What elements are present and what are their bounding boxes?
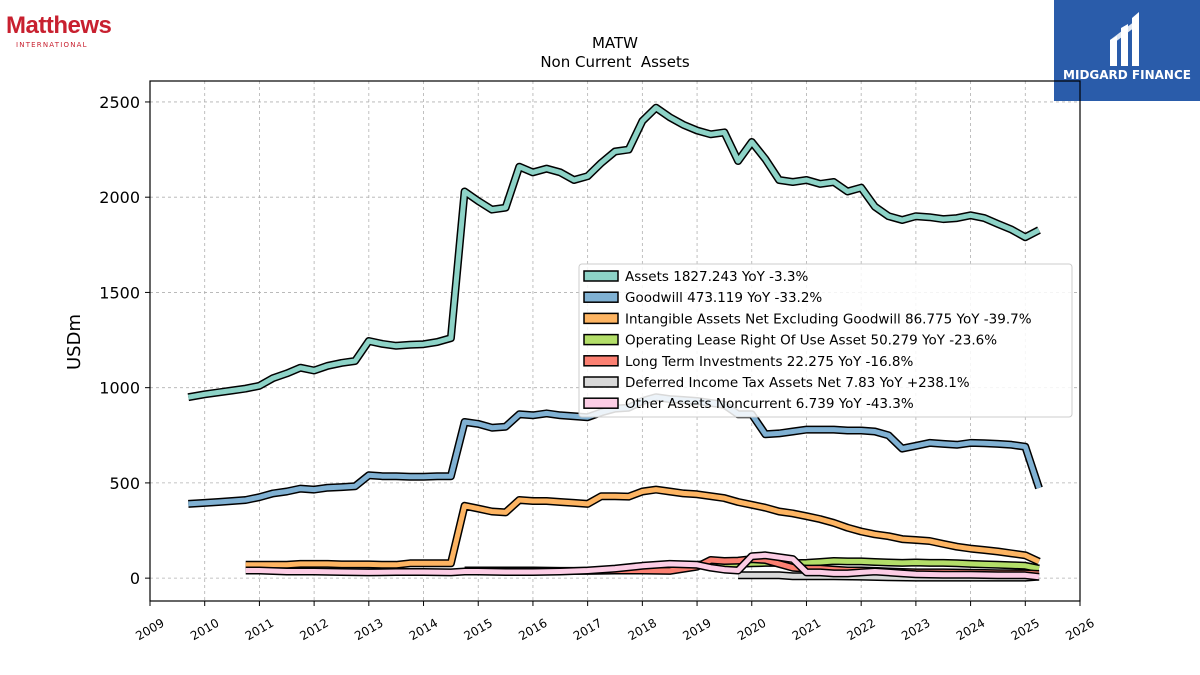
- x-tick-label: 2018: [626, 616, 659, 643]
- y-tick-label: 2000: [99, 188, 140, 207]
- x-tick-label: 2015: [462, 616, 495, 643]
- legend-entry: Assets 1827.243 YoY -3.3%: [625, 269, 809, 285]
- legend-swatch: [583, 312, 619, 325]
- y-tick-label: 1500: [99, 283, 140, 302]
- x-tick-label: 2019: [680, 616, 713, 643]
- midgard-logo-text: MIDGARD FINANCE: [1063, 68, 1191, 82]
- x-tick-label: 2025: [1009, 616, 1042, 643]
- x-tick-label: 2023: [899, 616, 932, 643]
- legend-box: [578, 263, 1073, 418]
- y-tick-label: 2500: [99, 93, 140, 112]
- series-other-assets-noncurrent: [245, 551, 1040, 581]
- matthews-logo-text: Matthews: [6, 12, 112, 39]
- matthews-logo: Matthews INTERNATIONAL: [6, 12, 112, 50]
- legend-entry: Long Term Investments 22.275 YoY -16.8%: [625, 354, 913, 370]
- matthews-logo-subtext: INTERNATIONAL: [16, 41, 88, 49]
- y-tick-label: 0: [130, 569, 140, 588]
- series-assets: [187, 103, 1041, 402]
- series-line: [245, 552, 1040, 580]
- plot-frame: [149, 80, 1081, 602]
- x-tick-label: 2009: [133, 616, 166, 643]
- chart-subtitle: Non Current Assets: [540, 53, 690, 71]
- x-tick-label: 2026: [1063, 616, 1096, 643]
- legend: Assets 1827.243 YoY -3.3% Goodwill 473.11…: [578, 263, 1073, 418]
- x-tick-label: 2022: [844, 616, 877, 643]
- x-tick-label: 2016: [516, 616, 549, 643]
- y-tick-label: 500: [109, 474, 140, 493]
- y-axis-label: USDm: [64, 314, 85, 370]
- legend-swatch: [583, 355, 619, 367]
- legend-entry: Intangible Assets Net Excluding Goodwill…: [625, 311, 1032, 327]
- legend-swatch: [583, 376, 619, 388]
- series-line: [245, 487, 1041, 568]
- x-tick-label: 2014: [407, 616, 440, 643]
- x-tick-label: 2011: [243, 616, 276, 643]
- x-tick-label: 2017: [571, 616, 604, 643]
- x-tick-label: 2020: [735, 616, 768, 643]
- x-tick-label: 2012: [297, 616, 330, 643]
- chart-title: MATW: [592, 34, 638, 52]
- legend-swatch: [583, 270, 619, 282]
- legend-entry: Operating Lease Right Of Use Asset 50.27…: [625, 333, 997, 349]
- x-tick-label: 2013: [352, 616, 385, 643]
- legend-entry: Deferred Income Tax Assets Net 7.83 YoY …: [625, 375, 970, 391]
- x-tick-label: 2010: [188, 616, 221, 643]
- legend-entry: Other Assets Noncurrent 6.739 YoY -43.3%: [625, 396, 914, 412]
- x-tick-label: 2021: [790, 616, 823, 643]
- legend-swatch: [583, 397, 619, 409]
- x-tick-label: 2024: [954, 616, 987, 643]
- legend-swatch: [583, 333, 619, 346]
- y-tick-label: 1000: [99, 379, 140, 398]
- series-line: [187, 105, 1041, 400]
- midgard-emblem-icon: [1110, 12, 1139, 66]
- legend-entry: Goodwill 473.119 YoY -33.2%: [625, 290, 822, 306]
- series-intangible-assets-net-excluding-goodwill: [245, 485, 1041, 569]
- legend-swatch: [583, 291, 619, 303]
- midgard-finance-logo: MIDGARD FINANCE: [1054, 0, 1200, 101]
